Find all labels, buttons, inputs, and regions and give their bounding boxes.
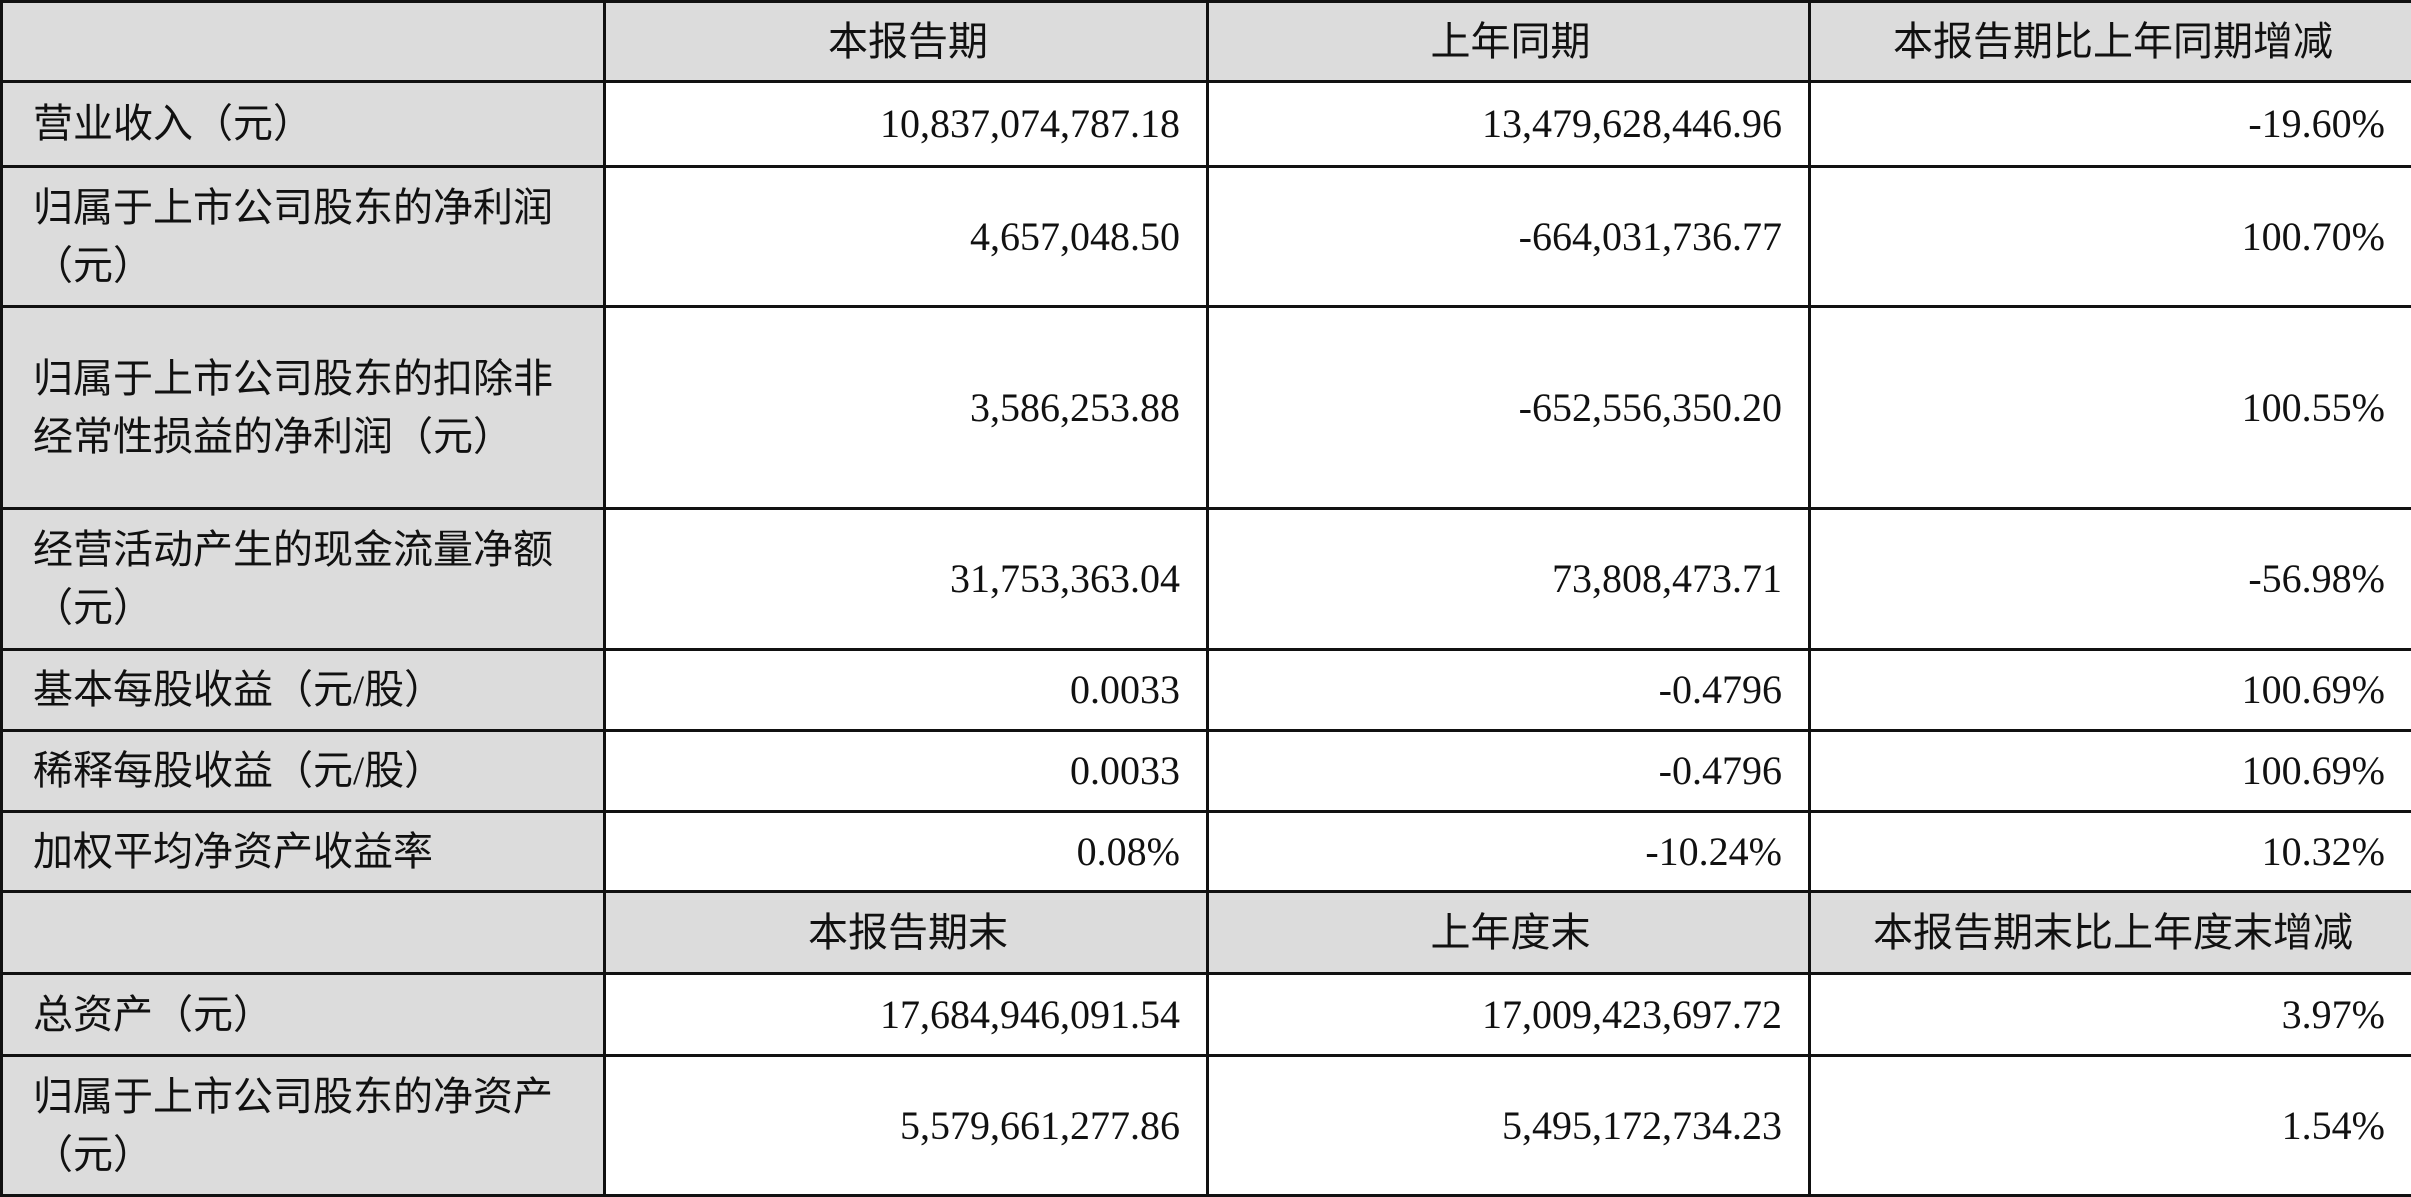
table-row: 归属于上市公司股东的扣除非经常性损益的净利润（元）3,586,253.88-65… <box>2 307 2411 509</box>
table-row: 归属于上市公司股东的净利润（元）4,657,048.50-664,031,736… <box>2 167 2411 307</box>
row-label: 营业收入（元） <box>2 82 605 167</box>
prior-value: -664,031,736.77 <box>1208 167 1810 307</box>
prior-value: 73,808,473.71 <box>1208 509 1810 650</box>
change-value: -56.98% <box>1810 509 2411 650</box>
prior-value: -0.4796 <box>1208 731 1810 812</box>
prior-value: 13,479,628,446.96 <box>1208 82 1810 167</box>
header-cell <box>2 892 605 974</box>
current-value: 31,753,363.04 <box>605 509 1208 650</box>
change-value: 100.69% <box>1810 650 2411 731</box>
header-row: 本报告期 上年同期 本报告期比上年同期增减 <box>2 2 2411 82</box>
header-cell: 上年同期 <box>1208 2 1810 82</box>
row-label: 加权平均净资产收益率 <box>2 812 605 892</box>
row-label: 归属于上市公司股东的净利润（元） <box>2 167 605 307</box>
current-value: 0.08% <box>605 812 1208 892</box>
row-label: 经营活动产生的现金流量净额（元） <box>2 509 605 650</box>
change-value: -19.60% <box>1810 82 2411 167</box>
row-label: 稀释每股收益（元/股） <box>2 731 605 812</box>
prior-value: 17,009,423,697.72 <box>1208 974 1810 1056</box>
change-value: 100.69% <box>1810 731 2411 812</box>
header-cell: 上年度末 <box>1208 892 1810 974</box>
change-value: 1.54% <box>1810 1056 2411 1196</box>
current-value: 5,579,661,277.86 <box>605 1056 1208 1196</box>
header-cell: 本报告期比上年同期增减 <box>1810 2 2411 82</box>
current-value: 10,837,074,787.18 <box>605 82 1208 167</box>
change-value: 100.55% <box>1810 307 2411 509</box>
current-value: 0.0033 <box>605 731 1208 812</box>
header-cell: 本报告期末比上年度末增减 <box>1810 892 2411 974</box>
header-cell: 本报告期末 <box>605 892 1208 974</box>
change-value: 10.32% <box>1810 812 2411 892</box>
current-value: 17,684,946,091.54 <box>605 974 1208 1056</box>
current-value: 0.0033 <box>605 650 1208 731</box>
prior-value: -10.24% <box>1208 812 1810 892</box>
header-cell: 本报告期 <box>605 2 1208 82</box>
header-cell <box>2 2 605 82</box>
current-value: 3,586,253.88 <box>605 307 1208 509</box>
prior-value: -0.4796 <box>1208 650 1810 731</box>
header-row: 本报告期末 上年度末 本报告期末比上年度末增减 <box>2 892 2411 974</box>
prior-value: 5,495,172,734.23 <box>1208 1056 1810 1196</box>
row-label: 总资产（元） <box>2 974 605 1056</box>
change-value: 3.97% <box>1810 974 2411 1056</box>
current-value: 4,657,048.50 <box>605 167 1208 307</box>
row-label: 归属于上市公司股东的扣除非经常性损益的净利润（元） <box>2 307 605 509</box>
prior-value: -652,556,350.20 <box>1208 307 1810 509</box>
row-label: 归属于上市公司股东的净资产（元） <box>2 1056 605 1196</box>
change-value: 100.70% <box>1810 167 2411 307</box>
row-label: 基本每股收益（元/股） <box>2 650 605 731</box>
